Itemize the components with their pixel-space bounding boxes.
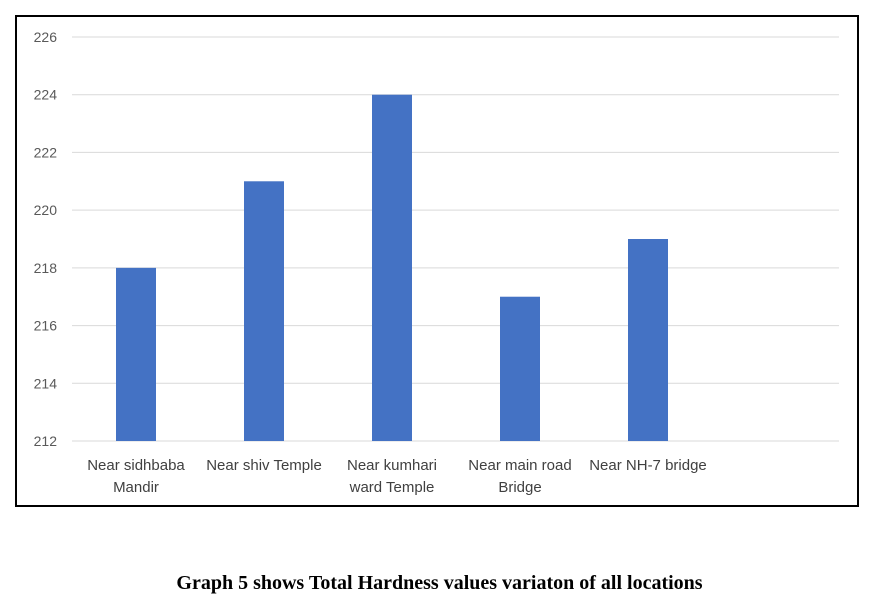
x-tick-label: Near main road bbox=[468, 457, 571, 474]
chart-caption: Graph 5 shows Total Hardness values vari… bbox=[176, 572, 703, 594]
y-tick-label: 218 bbox=[34, 260, 58, 276]
x-tick-label: ward Temple bbox=[349, 479, 435, 496]
x-tick-label: Near sidhbaba bbox=[87, 457, 185, 474]
y-tick-label: 226 bbox=[34, 29, 58, 45]
bar-chart: 212 214 216 218 220 222 224 226 Near sidhbaba Man… bbox=[34, 29, 839, 496]
y-tick-label: 224 bbox=[34, 87, 58, 103]
x-tick-label: Near NH-7 bridge bbox=[589, 457, 707, 474]
bar bbox=[244, 181, 284, 442]
y-tick-label: 216 bbox=[34, 318, 58, 334]
x-tick-label: Mandir bbox=[113, 479, 159, 496]
y-tick-label: 220 bbox=[34, 202, 58, 218]
bar bbox=[372, 94, 412, 441]
x-tick-label: Bridge bbox=[498, 479, 541, 496]
bar bbox=[628, 239, 668, 441]
y-tick-label: 214 bbox=[34, 375, 58, 391]
y-tick-label: 212 bbox=[34, 433, 58, 449]
bar bbox=[116, 267, 156, 441]
bar bbox=[500, 296, 540, 441]
chart-frame: 212 214 216 218 220 222 224 226 Near sidhbaba Man… bbox=[15, 15, 859, 507]
x-tick-label: Near kumhari bbox=[347, 457, 437, 474]
y-tick-label: 222 bbox=[34, 144, 58, 160]
x-tick-label: Near shiv Temple bbox=[206, 457, 322, 474]
